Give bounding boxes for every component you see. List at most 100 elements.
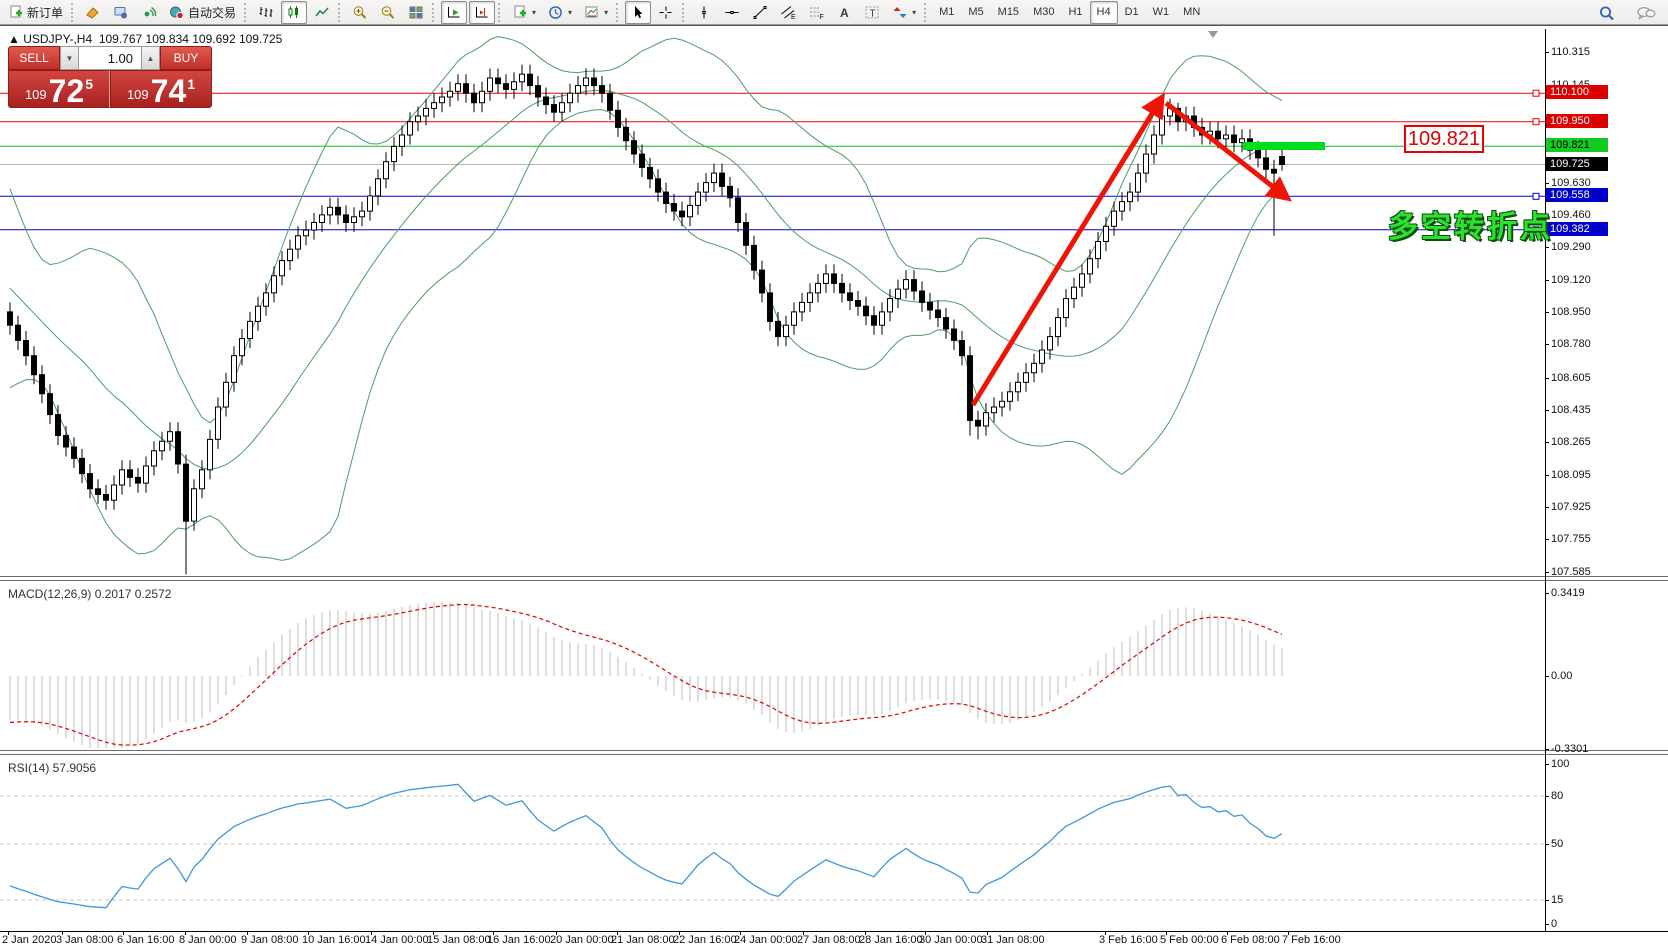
- signals-icon: [141, 5, 157, 20]
- arrows-icon: [892, 5, 908, 20]
- chart-title: ▲ USDJPY-,H4 109.767 109.834 109.692 109…: [8, 32, 282, 46]
- volume-input[interactable]: 1.00: [79, 46, 141, 70]
- fibonacci-button[interactable]: F: [803, 1, 829, 24]
- signals-button[interactable]: [136, 1, 162, 24]
- price-tick-label: 109.120: [1551, 274, 1591, 286]
- chevron-down-icon: ▾: [912, 7, 917, 17]
- sell-price[interactable]: 109 72 5: [8, 70, 110, 108]
- time-tick-label: 3 Feb 16:00: [1099, 934, 1158, 946]
- auto-scroll-button[interactable]: [441, 0, 468, 24]
- toolbar-group-grip: [244, 2, 250, 22]
- timeframe-m1-button[interactable]: M1: [939, 6, 955, 18]
- strategy-tester-icon: [113, 5, 129, 20]
- turning-point-annotation[interactable]: 多空转折点: [1388, 211, 1553, 244]
- zoom-in-button[interactable]: [347, 1, 373, 24]
- strategy-tester-button[interactable]: [108, 1, 134, 24]
- vertical-line-button[interactable]: [691, 1, 717, 24]
- search-icon[interactable]: [1593, 2, 1621, 25]
- tile-windows-button[interactable]: [403, 1, 429, 24]
- buy-price[interactable]: 109 74 1: [110, 70, 212, 108]
- svg-text:F: F: [820, 14, 824, 20]
- chart-window[interactable]: 110.315110.145109.630109.460109.290109.1…: [0, 25, 1668, 949]
- price-tick-label: 107.755: [1551, 533, 1591, 545]
- market-watch-button[interactable]: [80, 1, 106, 24]
- pane-splitter-rsi[interactable]: [0, 750, 1668, 755]
- candlestick-chart-button[interactable]: [281, 0, 308, 24]
- rsi-tick-label: 100: [1551, 758, 1570, 770]
- price-tick-label: 109.630: [1551, 177, 1591, 189]
- volume-down-button[interactable]: ▼: [60, 46, 79, 70]
- volume-up-button[interactable]: ▲: [141, 46, 160, 70]
- price-axis-line: [1545, 29, 1546, 931]
- price-tick-label: 108.780: [1551, 338, 1591, 350]
- macd-pane[interactable]: [0, 582, 1545, 750]
- green-zone-bar: [1243, 142, 1325, 150]
- price-badge: 110.100: [1546, 85, 1608, 99]
- timeframe-d1-button[interactable]: D1: [1124, 6, 1139, 18]
- horizontal-line-button[interactable]: [719, 1, 745, 24]
- auto-scroll-icon: [446, 5, 462, 20]
- level-price-callout[interactable]: 109.821: [1404, 125, 1484, 153]
- time-tick-label: 28 Jan 16:00: [859, 934, 923, 946]
- rsi-levels: [0, 795, 1545, 901]
- indicators-button[interactable]: ▾: [507, 1, 541, 24]
- rsi-pane[interactable]: [0, 756, 1545, 931]
- periods-button[interactable]: ▾: [543, 1, 577, 24]
- bar-chart-button[interactable]: [253, 1, 279, 24]
- timeframe-w1-button[interactable]: W1: [1152, 6, 1170, 18]
- buy-button[interactable]: BUY: [160, 46, 212, 70]
- time-tick-label: 2 Jan 2020: [2, 934, 57, 946]
- line-chart-button[interactable]: [309, 1, 335, 24]
- bollinger-bands: [9, 36, 1283, 561]
- time-tick-label: 9 Jan 08:00: [241, 934, 299, 946]
- time-axis-line: [0, 931, 1668, 932]
- bar-chart-icon: [258, 5, 274, 20]
- toolbar: 新订单 自动交易 ▾ ▾ ▾ E F A T ▾ M1 M5 M15 M30 H1 H4 D1 W1 MN: [0, 0, 1668, 25]
- arrows-button[interactable]: ▾: [887, 1, 921, 24]
- rsi-indicator-label: RSI(14) 57.9056: [8, 761, 97, 775]
- chart-shift-button[interactable]: [469, 0, 496, 24]
- zoom-out-button[interactable]: [375, 1, 401, 24]
- timeframe-m15-button[interactable]: M15: [997, 6, 1020, 18]
- trendline-button[interactable]: [747, 1, 773, 24]
- templates-icon: [584, 5, 600, 20]
- cursor-button[interactable]: [625, 0, 652, 24]
- tile-windows-icon: [408, 5, 424, 20]
- price-badge: 109.950: [1546, 114, 1608, 128]
- macd-tick-label: -0.3301: [1551, 743, 1589, 755]
- toolbar-group-grip: [682, 2, 688, 22]
- chat-icon[interactable]: [1631, 2, 1661, 25]
- line-chart-icon: [314, 5, 330, 20]
- equidistant-channel-button[interactable]: E: [775, 1, 801, 24]
- pane-splitter-macd[interactable]: [0, 576, 1668, 581]
- auto-trading-button[interactable]: 自动交易: [164, 1, 241, 24]
- macd-signal-line: [9, 603, 1283, 746]
- timeframe-m5-button[interactable]: M5: [968, 6, 984, 18]
- equidistant-channel-icon: E: [780, 5, 796, 20]
- zoom-in-icon: [352, 5, 368, 20]
- timeframe-mn-button[interactable]: MN: [1183, 6, 1201, 18]
- time-tick-label: 22 Jan 16:00: [673, 934, 737, 946]
- price-badge: 109.382: [1546, 222, 1608, 236]
- collapse-triangle-icon[interactable]: ▲: [8, 32, 20, 46]
- chevron-down-icon: ▾: [604, 7, 609, 17]
- timeframe-m30-button[interactable]: M30: [1033, 6, 1055, 18]
- text-label-button[interactable]: T: [859, 1, 885, 24]
- text-button[interactable]: A: [831, 1, 857, 24]
- main-chart-pane[interactable]: [0, 29, 1545, 576]
- timeframe-h4-button[interactable]: H4: [1089, 0, 1118, 24]
- time-tick-label: 30 Jan 00:00: [919, 934, 983, 946]
- toolbar-group-grip: [71, 2, 77, 22]
- price-tick-label: 108.095: [1551, 469, 1591, 481]
- chevron-down-icon: ▾: [568, 7, 573, 17]
- toolbar-group-grip: [924, 2, 930, 22]
- sell-button[interactable]: SELL: [8, 46, 60, 70]
- price-badge: 109.821: [1546, 138, 1608, 152]
- rsi-tick-label: 15: [1551, 894, 1564, 906]
- timeframe-h1-button[interactable]: H1: [1068, 6, 1083, 18]
- templates-button[interactable]: ▾: [579, 1, 613, 24]
- price-tick-label: 107.925: [1551, 501, 1591, 513]
- new-order-button[interactable]: 新订单: [3, 1, 68, 24]
- crosshair-button[interactable]: [653, 1, 679, 24]
